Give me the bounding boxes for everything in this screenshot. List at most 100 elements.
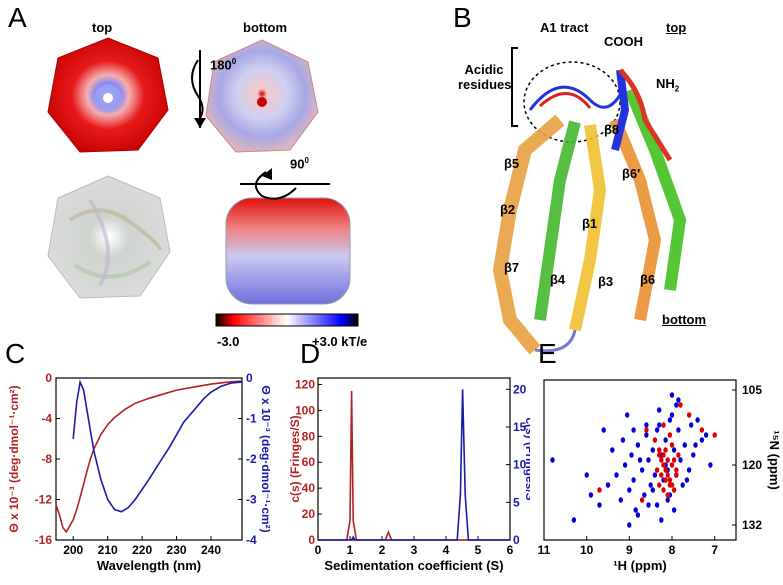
top-label-b: top <box>666 20 687 35</box>
strand-label-4: β2 <box>500 202 516 217</box>
x-axis-label: ¹H (ppm) <box>613 558 666 573</box>
peak-1-36 <box>691 452 696 458</box>
y-tick-label-right: -3 <box>246 493 257 507</box>
panel-e-hsqc-chart: 11 10 9 8 7 105 120 132 ¹H (ppm) ¹⁵N (ppm) <box>538 379 782 573</box>
y-tick-label-left: -12 <box>35 493 53 507</box>
peak-1-13 <box>635 442 641 448</box>
peak-1-46 <box>627 522 632 528</box>
x-tick-label: 3 <box>411 543 418 557</box>
peak-1-8 <box>622 462 628 468</box>
y-tick-label-left: -4 <box>41 412 52 426</box>
y-tick-label-right: 20 <box>513 382 527 396</box>
y-tick-label-left: 60 <box>302 455 316 469</box>
peak-2-18 <box>671 457 677 463</box>
peak-1-15 <box>642 492 647 498</box>
peak-2-31 <box>712 432 717 438</box>
y-tick-label-left: -16 <box>35 533 53 547</box>
y-tick-label-right: 0 <box>246 371 253 385</box>
peak-1-16 <box>644 432 649 438</box>
peak-1-52 <box>637 457 643 463</box>
series-line-1 <box>55 380 243 534</box>
panel-a-structures <box>47 37 359 327</box>
bottom-surface-view <box>205 39 319 153</box>
peak-1-50 <box>671 507 677 513</box>
strand-label-3: β6' <box>622 166 641 181</box>
strand-label-8: β3 <box>598 274 614 289</box>
x-tick-label: 230 <box>167 543 187 557</box>
y-tick-label-left: 40 <box>302 481 316 495</box>
peak-2-25 <box>663 447 668 453</box>
panel-b-letter: B <box>453 2 472 33</box>
peak-2-27 <box>674 472 679 478</box>
peak-2-10 <box>661 452 666 458</box>
peak-2-16 <box>663 477 668 483</box>
y-tick-label-left: 120 <box>295 377 315 391</box>
x-tick-label: 1 <box>347 543 354 557</box>
x-axis-label: Sedimentation coefficient (S) <box>324 558 503 573</box>
panel-e-letter: E <box>538 338 557 369</box>
peak-2-28 <box>661 422 666 428</box>
colorbar-min-label: -3.0 <box>217 334 240 349</box>
peak-1-44 <box>644 422 649 428</box>
strand-label-5: β1 <box>582 216 598 231</box>
peak-2-3 <box>661 462 666 468</box>
peak-1-59 <box>676 397 681 403</box>
peak-1-61 <box>654 427 660 433</box>
peak-2-30 <box>699 427 705 433</box>
peak-2-29 <box>686 412 692 418</box>
x-tick-label: 2 <box>379 543 386 557</box>
peak-2-2 <box>659 457 664 463</box>
peak-1-19 <box>650 447 655 453</box>
y-tick-label-right: -2 <box>246 452 257 466</box>
x-tick-label: 6 <box>507 543 514 557</box>
panel-a-top-label: top <box>92 20 113 35</box>
peak-2-35 <box>678 402 683 408</box>
peak-1-41 <box>669 392 675 398</box>
y-tick-label-right: 0 <box>513 533 520 547</box>
peak-1-55 <box>693 442 698 448</box>
peak-2-24 <box>657 482 662 488</box>
panel-a-bottom-label: bottom <box>243 20 288 35</box>
peak-1-7 <box>618 497 623 503</box>
peak-1-18 <box>648 482 653 488</box>
peak-2-13 <box>674 467 679 473</box>
peak-2-33 <box>597 487 602 493</box>
x-tick-label: 7 <box>711 543 718 557</box>
x-tick-label: 0 <box>315 543 322 557</box>
y-tick-label: 132 <box>742 518 762 532</box>
peak-2-26 <box>667 432 673 438</box>
peak-1-2 <box>571 517 577 523</box>
peak-1-9 <box>627 487 632 493</box>
peak-1-38 <box>699 437 705 443</box>
y-axis-label-right: Θ x 10⁻³ (deg·dmol⁻¹·cm²) <box>259 385 270 532</box>
y-axis-label-left: c(s) (Fringes/S) <box>290 415 302 502</box>
peak-1-35 <box>686 467 692 473</box>
x-tick-label: 210 <box>98 543 118 557</box>
peak-2-34 <box>639 497 645 503</box>
peak-2-15 <box>659 472 664 478</box>
plot-frame <box>543 379 737 541</box>
strand-label-2: β5 <box>504 156 520 171</box>
peak-1-28 <box>669 412 675 418</box>
peak-1-39 <box>703 432 709 438</box>
peak-1-5 <box>605 482 611 488</box>
y-axis-label-right: c(s) (Fringes/S <box>523 417 530 500</box>
peak-1-12 <box>633 507 638 513</box>
y-tick-label-right: 15 <box>513 420 527 434</box>
peak-1-43 <box>657 407 662 413</box>
panel-d-letter: D <box>300 338 321 369</box>
peak-2-9 <box>657 447 662 453</box>
peak-2-14 <box>654 467 660 473</box>
panel-a-letter: A <box>8 2 27 33</box>
peak-2-20 <box>665 492 670 498</box>
peak-1-21 <box>654 502 660 508</box>
x-tick-label: 200 <box>63 543 83 557</box>
peak-2-8 <box>671 487 677 493</box>
strand-label-6: β7 <box>504 260 520 275</box>
electrostatic-colorbar <box>215 313 359 327</box>
y-tick-label-left: 0 <box>45 371 52 385</box>
ribbon-transparent-view <box>47 175 171 299</box>
x-tick-label: 4 <box>443 543 450 557</box>
peak-1-33 <box>680 482 685 488</box>
x-tick-label: 11 <box>538 543 551 557</box>
